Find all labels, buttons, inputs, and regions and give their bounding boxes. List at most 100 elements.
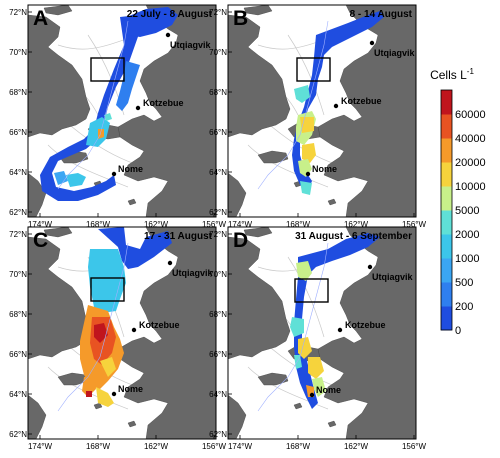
lat-tick-label: 72°N	[9, 8, 27, 17]
colorbar-tick-label: 60000	[455, 109, 486, 121]
colorbar-segment	[441, 90, 452, 115]
lat-tick-label: 64°N	[9, 168, 27, 177]
nome-label: Nome	[316, 385, 341, 395]
lon-tick-label: 156°W	[402, 442, 427, 451]
panel-frame	[227, 4, 417, 218]
panel-frame	[27, 226, 217, 440]
colorbar-tick-label: 40000	[455, 133, 486, 145]
colorbar-frame	[440, 89, 453, 331]
utqiagvik-marker	[369, 40, 375, 46]
colorbar-segment	[441, 114, 452, 139]
colorbar-segment	[441, 186, 452, 211]
lat-tick-label: 66°N	[209, 128, 227, 137]
nome-label: Nome	[118, 384, 143, 394]
colorbar-segment	[441, 234, 452, 259]
utqiagvik-label: Utqiagvik	[172, 268, 214, 278]
lat-tick-label: 70°N	[9, 270, 27, 279]
lon-tick-label: 168°W	[86, 220, 111, 229]
lon-tick-label: 168°W	[286, 442, 311, 451]
kotzebue-marker	[337, 327, 343, 333]
land-mass	[127, 420, 137, 428]
map-panel-c: Utqiagvik Kotzebue Nome C 17 - 31 August	[27, 226, 217, 440]
kotzebue-marker	[135, 105, 141, 111]
lat-tick-label: 68°N	[209, 88, 227, 97]
lon-tick-label: 156°W	[202, 442, 227, 451]
land-mass	[93, 402, 103, 410]
land-mass	[117, 5, 216, 217]
nome-marker	[111, 391, 117, 397]
lon-tick-label: 174°W	[228, 220, 253, 229]
coverage-patch	[296, 261, 312, 281]
land-mass	[28, 172, 47, 217]
lat-tick-label: 64°N	[209, 390, 227, 399]
lat-tick-label: 70°N	[209, 270, 227, 279]
bathymetry-contour	[247, 144, 329, 188]
lon-tick-label: 156°W	[402, 220, 427, 229]
coverage-patch	[300, 181, 312, 195]
colorbar-title: Cells L-1	[430, 67, 474, 82]
lat-tick-label: 64°N	[209, 168, 227, 177]
cruise-track	[57, 20, 129, 190]
kotzebue-label: Kotzebue	[139, 320, 180, 330]
lat-tick-label: 70°N	[9, 48, 27, 57]
coverage-patch	[100, 357, 116, 377]
utqiagvik-label: Utqiagvik	[372, 272, 414, 282]
utqiagvik-marker	[165, 32, 171, 38]
land-mass	[127, 198, 137, 206]
lat-tick-label: 68°N	[9, 88, 27, 97]
coverage-patch	[298, 337, 312, 359]
panel-frame	[227, 226, 417, 440]
colorbar-segment	[441, 162, 452, 187]
lat-tick-label: 62°N	[209, 208, 227, 217]
bathymetry-contour	[287, 256, 325, 338]
coverage-patch	[294, 355, 302, 369]
lat-tick-label: 62°N	[209, 430, 227, 439]
colorbar-title-superscript: -1	[467, 67, 475, 76]
colorbar-segment	[441, 210, 452, 235]
study-region-box	[90, 57, 125, 82]
lat-tick-label: 70°N	[209, 48, 227, 57]
land-mass	[228, 172, 247, 217]
panel-frame	[27, 4, 217, 218]
land-mass	[28, 394, 47, 439]
land-mass	[317, 227, 416, 439]
lat-tick-label: 68°N	[209, 310, 227, 319]
utqiagvik-marker	[167, 260, 173, 266]
coverage-patch	[104, 113, 112, 121]
colorbar-tick-label: 10000	[455, 181, 486, 193]
kotzebue-label: Kotzebue	[341, 96, 382, 106]
map-panel-a: Utqiagvik Kotzebue Nome A 22 July - 8 August	[27, 4, 217, 218]
land-mass	[228, 14, 291, 138]
panel-date-label: 17 - 31 August	[144, 231, 213, 242]
colorbar-tick-label: 200	[455, 301, 473, 313]
coverage-patch	[98, 227, 172, 269]
panel-letter: C	[33, 229, 48, 252]
lat-tick-label: 64°N	[9, 390, 27, 399]
colorbar-segment	[441, 258, 452, 283]
coverage-patch	[54, 171, 68, 185]
kotzebue-marker	[131, 327, 137, 333]
cruise-track	[257, 20, 329, 190]
cruise-track	[57, 242, 129, 412]
panel-date-label: 31 August - 6 September	[295, 231, 412, 242]
lat-tick-label: 72°N	[209, 8, 227, 17]
kotzebue-label: Kotzebue	[345, 320, 386, 330]
lon-tick-label: 156°W	[202, 220, 227, 229]
colorbar-tick-label: 5000	[455, 205, 479, 217]
nome-label: Nome	[118, 164, 143, 174]
land-mass	[28, 14, 91, 138]
lon-tick-label: 168°W	[86, 442, 111, 451]
colorbar: 0 200 500 1000 2000 5000 10000 20000 40000 60000 C…	[430, 67, 486, 337]
coverage-patch	[40, 15, 140, 201]
study-region-box	[294, 278, 329, 303]
kotzebue-marker	[333, 103, 339, 109]
lon-tick-label: 174°W	[28, 442, 53, 451]
land-mass	[257, 372, 289, 386]
colorbar-tick-label: 20000	[455, 157, 486, 169]
lat-tick-label: 72°N	[9, 230, 27, 239]
nome-marker	[305, 171, 311, 177]
map-panel-b: Utqiagvik Kotzebue Nome B 8 - 14 August	[227, 4, 417, 218]
lon-tick-label: 168°W	[286, 220, 311, 229]
coverage-patch	[290, 317, 304, 337]
land-mass	[327, 198, 337, 206]
